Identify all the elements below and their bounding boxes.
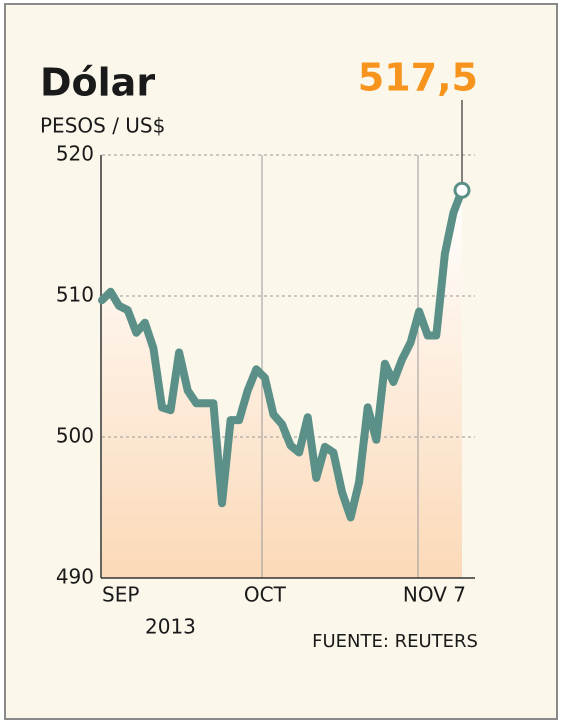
x-tick-label: SEP: [102, 583, 139, 607]
x-tick-label: NOV 7: [403, 583, 466, 607]
y-tick-label: 520: [56, 142, 94, 166]
source: FUENTE: REUTERS: [312, 631, 478, 652]
last-value-label: 517,5: [358, 56, 478, 100]
frame: [4, 3, 558, 720]
y-tick-label: 510: [56, 283, 94, 307]
line: [98, 186, 466, 522]
last-point: [453, 181, 471, 199]
chart-title: Dólar: [40, 61, 155, 105]
y-tick-label: 490: [56, 565, 94, 589]
x-tick-label: OCT: [244, 583, 287, 607]
y-tick-label: 500: [56, 424, 94, 448]
subtitle: PESOS / US$: [40, 114, 165, 138]
area: [102, 190, 462, 579]
year-label: 2013: [145, 615, 196, 639]
